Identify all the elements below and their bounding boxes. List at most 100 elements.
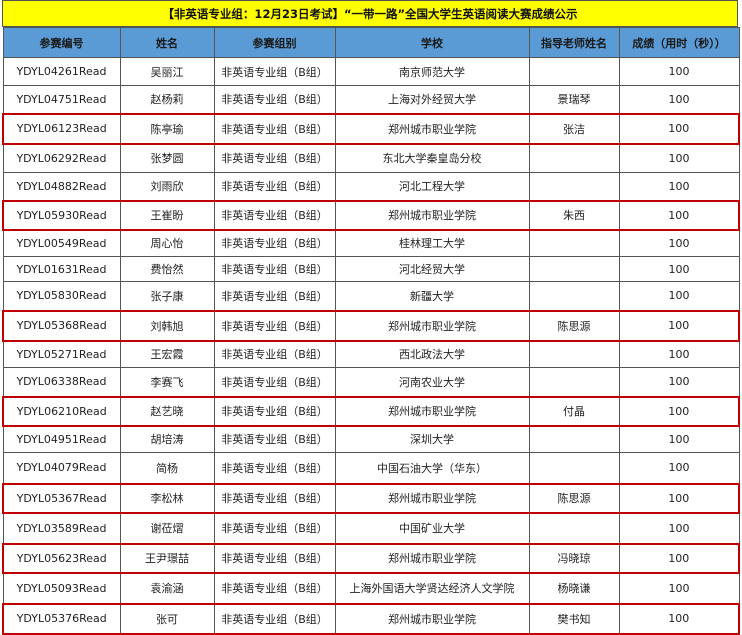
cell-school: 郑州城市职业学院 xyxy=(334,395,530,427)
cell-group: 非英语专业组（B组） xyxy=(213,452,336,484)
column-header-group: 参赛组别 xyxy=(213,27,336,58)
cell-id: YDYL05623Read xyxy=(2,542,121,574)
cell-score: 100 xyxy=(618,425,740,453)
cell-teacher: 张洁 xyxy=(528,112,620,145)
cell-group: 非英语专业组（B组） xyxy=(213,143,336,173)
cell-teacher xyxy=(528,452,620,484)
results-table: 参赛编号 姓名 参赛组别 学校 指导老师姓名 成绩（用时（秒）） YDYL042… xyxy=(2,27,740,635)
cell-school: 郑州城市职业学院 xyxy=(334,199,530,231)
cell-id: YDYL00549Read xyxy=(2,229,121,257)
cell-school: 上海外国语大学贤达经济人文学院 xyxy=(334,572,530,604)
cell-school: 中国矿业大学 xyxy=(334,512,530,544)
cell-group: 非英语专业组（B组） xyxy=(213,57,336,86)
cell-teacher xyxy=(528,256,620,282)
cell-name: 简杨 xyxy=(119,452,215,484)
cell-group: 非英语专业组（B组） xyxy=(213,281,336,311)
table-row: YDYL04261Read 吴丽江 非英语专业组（B组） 南京师范大学 100 xyxy=(2,57,740,86)
cell-score: 100 xyxy=(618,340,740,368)
cell-teacher xyxy=(528,425,620,453)
cell-score: 100 xyxy=(618,57,740,86)
cell-group: 非英语专业组（B组） xyxy=(213,256,336,282)
cell-teacher xyxy=(528,172,620,201)
table-row: YDYL05271Read 王宏霞 非英语专业组（B组） 西北政法大学 100 xyxy=(2,340,740,368)
cell-score: 100 xyxy=(618,281,740,311)
cell-id: YDYL06123Read xyxy=(2,112,121,145)
cell-id: YDYL06338Read xyxy=(2,367,121,397)
cell-name: 吴丽江 xyxy=(119,57,215,86)
cell-name: 张可 xyxy=(119,602,215,635)
cell-teacher: 陈思源 xyxy=(528,482,620,514)
cell-id: YDYL04951Read xyxy=(2,425,121,453)
table-row: YDYL03589Read 谢莅熠 非英语专业组（B组） 中国矿业大学 100 xyxy=(2,512,740,544)
cell-score: 100 xyxy=(618,602,740,635)
cell-teacher xyxy=(528,57,620,86)
cell-group: 非英语专业组（B组） xyxy=(213,482,336,514)
table-row: YDYL05623Read 王尹璟喆 非英语专业组（B组） 郑州城市职业学院 冯晓琼 10… xyxy=(2,542,740,574)
cell-group: 非英语专业组（B组） xyxy=(213,602,336,635)
cell-teacher: 樊书知 xyxy=(528,602,620,635)
column-header-school: 学校 xyxy=(334,27,530,58)
cell-group: 非英语专业组（B组） xyxy=(213,340,336,368)
table-row: YDYL06210Read 赵艺晓 非英语专业组（B组） 郑州城市职业学院 付晶 100 xyxy=(2,395,740,427)
cell-score: 100 xyxy=(618,395,740,427)
cell-name: 陈亭瑜 xyxy=(119,112,215,145)
cell-school: 郑州城市职业学院 xyxy=(334,482,530,514)
column-header-score: 成绩（用时（秒）） xyxy=(618,27,740,58)
table-row: YDYL06292Read 张梦圆 非英语专业组（B组） 东北大学秦皇岛分校 100 xyxy=(2,143,740,173)
cell-score: 100 xyxy=(618,85,740,114)
cell-school: 郑州城市职业学院 xyxy=(334,112,530,145)
cell-school: 郑州城市职业学院 xyxy=(334,309,530,342)
cell-school: 桂林理工大学 xyxy=(334,229,530,257)
cell-name: 刘韩旭 xyxy=(119,309,215,342)
cell-name: 费怡然 xyxy=(119,256,215,282)
cell-school: 河北工程大学 xyxy=(334,172,530,201)
header-row: 参赛编号 姓名 参赛组别 学校 指导老师姓名 成绩（用时（秒）） xyxy=(2,27,740,58)
cell-teacher xyxy=(528,281,620,311)
cell-id: YDYL05093Read xyxy=(2,572,121,604)
cell-group: 非英语专业组（B组） xyxy=(213,572,336,604)
cell-id: YDYL05368Read xyxy=(2,309,121,342)
cell-school: 南京师范大学 xyxy=(334,57,530,86)
table-row: YDYL05830Read 张子康 非英语专业组（B组） 新疆大学 100 xyxy=(2,281,740,311)
cell-group: 非英语专业组（B组） xyxy=(213,425,336,453)
cell-group: 非英语专业组（B组） xyxy=(213,512,336,544)
table-row: YDYL05368Read 刘韩旭 非英语专业组（B组） 郑州城市职业学院 陈思源 100 xyxy=(2,309,740,342)
cell-id: YDYL04261Read xyxy=(2,57,121,86)
cell-id: YDYL06292Read xyxy=(2,143,121,173)
cell-name: 赵杨莉 xyxy=(119,85,215,114)
cell-group: 非英语专业组（B组） xyxy=(213,395,336,427)
cell-score: 100 xyxy=(618,512,740,544)
cell-teacher: 景瑞琴 xyxy=(528,85,620,114)
cell-group: 非英语专业组（B组） xyxy=(213,367,336,397)
cell-id: YDYL05830Read xyxy=(2,281,121,311)
cell-id: YDYL03589Read xyxy=(2,512,121,544)
table-row: YDYL05367Read 李松林 非英语专业组（B组） 郑州城市职业学院 陈思源 100 xyxy=(2,482,740,514)
cell-id: YDYL06210Read xyxy=(2,395,121,427)
cell-name: 张梦圆 xyxy=(119,143,215,173)
cell-id: YDYL04882Read xyxy=(2,172,121,201)
cell-group: 非英语专业组（B组） xyxy=(213,85,336,114)
cell-school: 中国石油大学（华东） xyxy=(334,452,530,484)
table-row: YDYL05930Read 王崔盼 非英语专业组（B组） 郑州城市职业学院 朱西 100 xyxy=(2,199,740,231)
cell-id: YDYL04751Read xyxy=(2,85,121,114)
cell-name: 赵艺晓 xyxy=(119,395,215,427)
cell-school: 上海对外经贸大学 xyxy=(334,85,530,114)
cell-name: 王尹璟喆 xyxy=(119,542,215,574)
cell-name: 王崔盼 xyxy=(119,199,215,231)
cell-school: 郑州城市职业学院 xyxy=(334,542,530,574)
cell-school: 深圳大学 xyxy=(334,425,530,453)
table-row: YDYL04751Read 赵杨莉 非英语专业组（B组） 上海对外经贸大学 景瑞琴 100 xyxy=(2,85,740,114)
cell-score: 100 xyxy=(618,542,740,574)
table-row: YDYL04079Read 简杨 非英语专业组（B组） 中国石油大学（华东） 100 xyxy=(2,452,740,484)
cell-name: 张子康 xyxy=(119,281,215,311)
table-row: YDYL06123Read 陈亭瑜 非英语专业组（B组） 郑州城市职业学院 张洁 100 xyxy=(2,112,740,145)
cell-id: YDYL01631Read xyxy=(2,256,121,282)
cell-teacher xyxy=(528,512,620,544)
cell-name: 王宏霞 xyxy=(119,340,215,368)
cell-school: 河南农业大学 xyxy=(334,367,530,397)
cell-teacher: 付晶 xyxy=(528,395,620,427)
cell-score: 100 xyxy=(618,256,740,282)
cell-score: 100 xyxy=(618,143,740,173)
table-row: YDYL01631Read 费怡然 非英语专业组（B组） 河北经贸大学 100 xyxy=(2,256,740,282)
cell-school: 郑州城市职业学院 xyxy=(334,602,530,635)
